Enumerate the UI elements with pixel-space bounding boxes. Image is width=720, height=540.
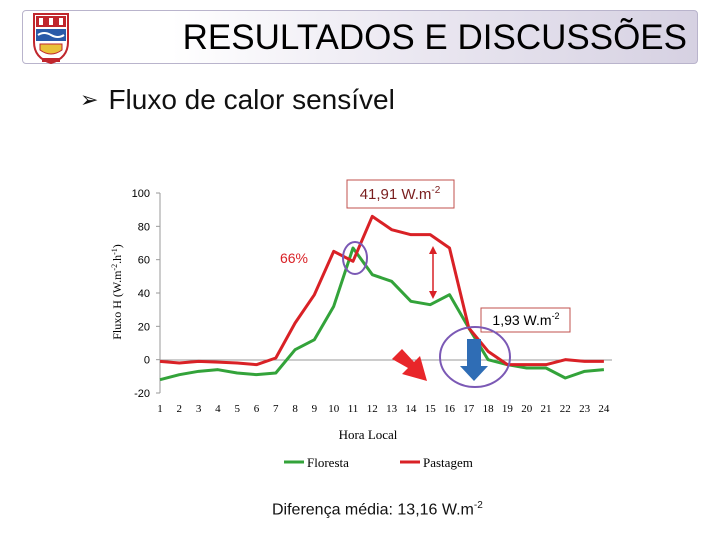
y-tick-label: 0 [144,355,150,367]
percent-label: 66% [280,250,308,266]
peak-value-box [346,179,455,209]
legend-pastagem-label: Pastagem [423,455,473,470]
x-tick-label: 23 [579,403,591,415]
bullet-heading: ➢ Fluxo de calor sensível [80,84,395,116]
series-line-floresta [159,246,605,382]
y-tick-label: 20 [138,321,150,333]
x-tick-label: 16 [444,403,456,415]
x-tick-label: 21 [541,403,552,415]
slide-title: RESULTADOS E DISCUSSÕES [182,18,687,57]
evening-value-box [480,307,571,333]
x-tick-label: 12 [367,403,378,415]
y-tick-label: 40 [138,288,150,300]
x-tick-group: 1 2 3 4 5 6 7 8 9 10 11 12 13 14 15 16 17 18 19 20 21 22 23 24 [157,403,610,415]
bullet-arrow-icon: ➢ [80,87,99,112]
x-tick-label: 19 [502,403,514,415]
bullet-text: Fluxo de calor sensível [108,84,395,115]
x-tick-label: 17 [463,403,475,415]
x-tick-label: 4 [215,403,221,415]
mean-difference-exp: -2 [473,500,483,511]
x-tick-label: 11 [348,403,359,415]
x-tick-label: 3 [196,403,202,415]
x-tick-label: 20 [521,403,533,415]
x-tick-label: 2 [177,403,183,415]
legend-floresta-label: Floresta [307,455,349,470]
y-tick-label: 60 [138,255,150,267]
evening-circle [439,326,511,388]
y-tick-label: 80 [138,221,150,233]
x-tick-label: 6 [254,403,260,415]
university-crest-icon [33,13,69,64]
y-tick-group: -20 0 20 40 60 80 100 [132,188,160,400]
x-tick-label: 7 [273,403,279,415]
difference-arrow-head-top [429,246,437,254]
y-tick-label: -20 [134,388,150,400]
crossover-circle [342,241,368,275]
peak-value-label: 41,91 W.m-2 [360,185,441,203]
mean-difference-text: Diferença média: 13,16 W.m [272,501,474,519]
x-tick-label: 18 [483,403,495,415]
series-line-pastagem [159,214,604,367]
x-axis-label: Hora Local [339,427,398,442]
blue-down-arrow-icon [460,339,488,381]
red-down-arrow-icon [392,349,427,381]
difference-arrow-head-bottom [429,291,437,299]
x-tick-label: 15 [425,403,437,415]
series-lines [159,214,605,382]
title-banner: RESULTADOS E DISCUSSÕES [22,10,698,64]
evening-value-label: 1,93 W.m-2 [492,311,559,328]
x-tick-label: 10 [328,403,340,415]
x-tick-label: 1 [157,403,163,415]
x-tick-label: 9 [312,403,318,415]
x-tick-label: 8 [292,403,298,415]
x-tick-label: 22 [560,403,571,415]
x-tick-label: 13 [386,403,398,415]
x-tick-label: 5 [234,403,240,415]
x-tick-label: 24 [598,403,610,415]
y-tick-label: 100 [132,188,150,200]
mean-difference-note: Diferença média: 13,16 W.m-2 [272,500,483,519]
x-tick-label: 14 [405,403,417,415]
y-axis-label: Fluxo H (W.m-2.h-1) [110,244,124,340]
